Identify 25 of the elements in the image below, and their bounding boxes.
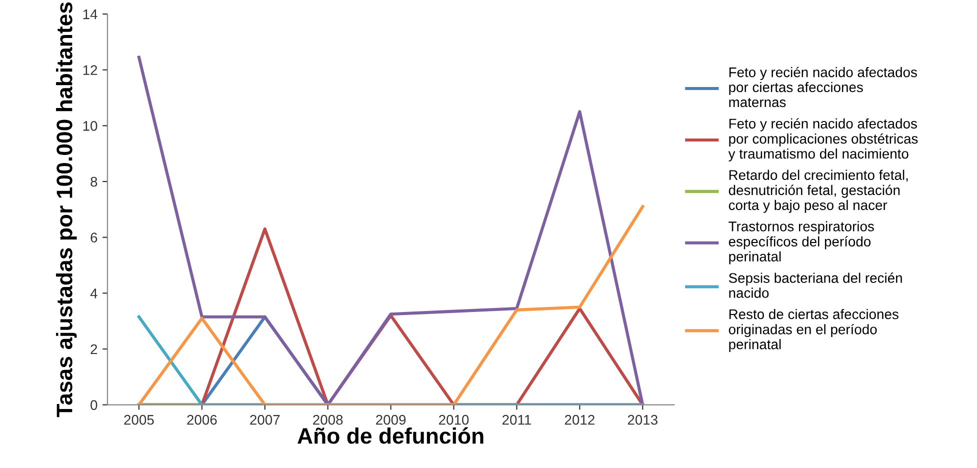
x-tick-label: 2009: [376, 414, 406, 425]
x-tick-label: 2011: [502, 414, 531, 425]
y-tick-label: 4: [90, 288, 98, 298]
x-tick-label: 2005: [124, 414, 154, 425]
y-axis-title: Tasas ajustadas por 100.000 habitantes: [56, 2, 77, 418]
y-tick-label: 0: [90, 400, 98, 410]
legend-label: Trastornos respiratorios específicos del período perinatal: [728, 221, 874, 264]
legend-label: Retardo del crecimiento fetal, desnutrición fetal, gestación corta y bajo peso al nacer: [728, 170, 908, 213]
legend-label: Sepsis bacteriana del recién nacido: [728, 272, 902, 298]
x-tick-label: 2012: [564, 414, 594, 425]
x-tick-label: 2010: [439, 414, 469, 425]
x-tick-label: 2008: [313, 414, 343, 425]
y-tick-label: 12: [83, 65, 98, 75]
x-tick-label: 2013: [628, 414, 658, 425]
x-tick-label: 2006: [187, 414, 217, 425]
y-tick-label: 10: [83, 121, 98, 131]
legend-label: Feto y recién nacido afectados por complicaciones obstétricas y traumatismo del nacimiento: [728, 118, 918, 162]
y-tick-label: 8: [90, 176, 98, 187]
legend-label: Resto de ciertas afecciones originadas en el período perinatal: [728, 308, 898, 352]
x-tick-label: 2007: [250, 414, 280, 425]
y-tick-label: 2: [90, 344, 98, 354]
x-axis-title: Año de defunción: [298, 427, 484, 444]
y-tick-label: 6: [90, 232, 98, 243]
y-tick-label: 14: [83, 10, 98, 20]
legend-label: Feto y recién nacido afectados por ciertas afecciones maternas: [729, 66, 917, 108]
